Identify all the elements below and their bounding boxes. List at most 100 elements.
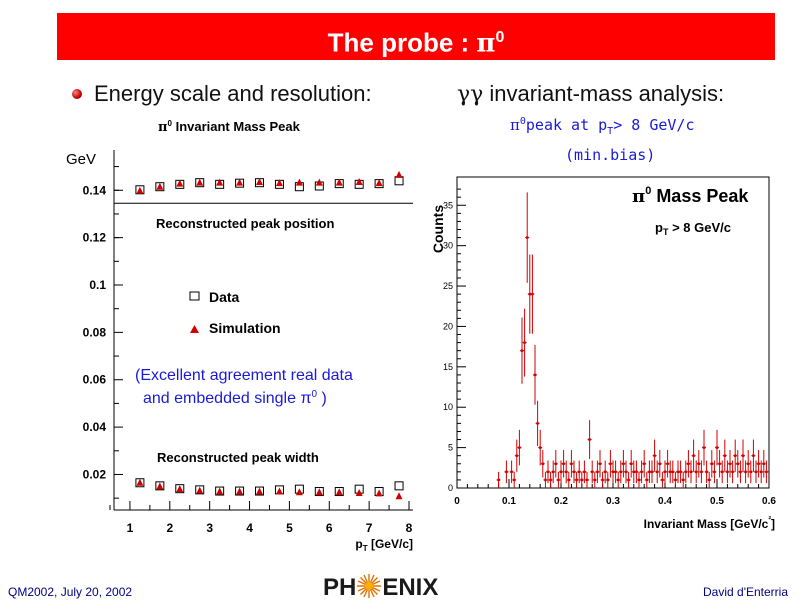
simulation-point (315, 488, 323, 496)
simulation-point (295, 178, 303, 186)
data-point (580, 478, 583, 482)
simulation-point (395, 170, 403, 178)
data-point (728, 462, 732, 465)
data-point (663, 470, 667, 474)
y-axis-label: GeV (66, 151, 96, 168)
data-point (689, 470, 693, 474)
x-tick-label: 0 (454, 496, 460, 507)
data-point (630, 462, 633, 465)
data-point (700, 470, 703, 474)
simulation-point (275, 179, 283, 187)
simulation-point (216, 178, 224, 186)
data-point (619, 470, 622, 474)
data-point (562, 462, 565, 465)
data-point (528, 292, 531, 296)
x-tick-label: 0.3 (606, 496, 620, 507)
simulation-point (275, 487, 283, 495)
data-point (585, 478, 589, 482)
data-point (565, 470, 568, 474)
data-point (614, 470, 617, 474)
simulation-point (355, 177, 363, 185)
data-point (596, 470, 599, 474)
data-point (235, 486, 245, 496)
title-rest: Mass Peak (651, 186, 749, 206)
data-point (679, 470, 682, 474)
x-tick-label: 6 (326, 521, 333, 535)
y-tick-label: 0.04 (83, 420, 107, 434)
simulation-point (355, 488, 363, 496)
data-point (676, 470, 680, 474)
data-point (650, 470, 654, 474)
simulation-point (156, 482, 164, 490)
data-point (705, 470, 708, 474)
sub-pi-sup: 0 (519, 116, 526, 127)
y-axis-label: Counts (430, 205, 446, 253)
title-pi: π (158, 120, 168, 135)
data-point (505, 470, 508, 474)
data-point (175, 484, 185, 494)
data-point (749, 470, 752, 474)
title-pi: π (632, 186, 645, 207)
x-tick-label: 0.5 (710, 496, 724, 507)
logo-text-left: PH (323, 574, 357, 601)
data-point (702, 446, 706, 449)
x-tick-label: 0.2 (554, 496, 568, 507)
data-point (497, 478, 500, 482)
data-point (744, 470, 747, 474)
data-point (549, 478, 552, 482)
data-point (741, 454, 745, 457)
data-point (526, 236, 529, 239)
data-point (739, 470, 742, 474)
simulation-point (256, 177, 264, 185)
simulation-point (196, 178, 204, 186)
data-point (510, 470, 513, 474)
y-tick-label: 0.08 (83, 325, 107, 339)
data-point (255, 486, 265, 496)
simulation-point (236, 178, 244, 186)
data-point (609, 462, 612, 465)
x-tick-label: 0.6 (762, 496, 776, 507)
data-point (314, 487, 324, 497)
simulation-point (295, 488, 303, 496)
data-point (640, 470, 643, 474)
data-point (682, 478, 685, 482)
logo-text-right: ENIX (382, 574, 439, 601)
data-point (155, 481, 165, 491)
data-point (617, 478, 620, 482)
data-point (765, 470, 768, 474)
data-point (604, 470, 607, 474)
simulation-point (236, 487, 244, 495)
note-close: ) (317, 390, 327, 407)
data-point (666, 462, 669, 465)
data-point (606, 478, 609, 482)
x-tick-label: 2 (166, 521, 173, 535)
data-point (656, 470, 659, 474)
simulation-point (136, 186, 144, 194)
note-line2: and embedded single π0 ) (143, 389, 327, 407)
data-point (394, 481, 404, 491)
data-point (515, 454, 518, 457)
title-rest: Invariant Mass Peak (172, 119, 301, 134)
simulation-point (176, 179, 184, 187)
data-point (567, 478, 570, 482)
y-tick-label: 0.02 (83, 467, 107, 481)
right-heading: γγ invariant-mass analysis: (457, 81, 724, 107)
left-bullet-text: Energy scale and resolution: (94, 81, 372, 106)
data-point (645, 478, 648, 482)
y-tick-label: 25 (443, 281, 453, 291)
data-point (648, 470, 651, 474)
data-point (575, 478, 578, 482)
data-point (622, 462, 625, 465)
x-axis-label: pT [GeV/c] (355, 537, 413, 553)
footer-author: David d'Enterria (703, 585, 788, 599)
slide-title: The probe : π0 (57, 13, 775, 60)
right-sub-line2: (min.bias) (565, 146, 656, 164)
data-point (721, 470, 724, 474)
simulation-point (256, 487, 264, 495)
data-point (557, 478, 560, 482)
gamma-gamma-symbol: γγ (457, 82, 484, 107)
data-point (726, 470, 729, 474)
bullet-icon (72, 89, 82, 99)
data-point (513, 478, 516, 482)
